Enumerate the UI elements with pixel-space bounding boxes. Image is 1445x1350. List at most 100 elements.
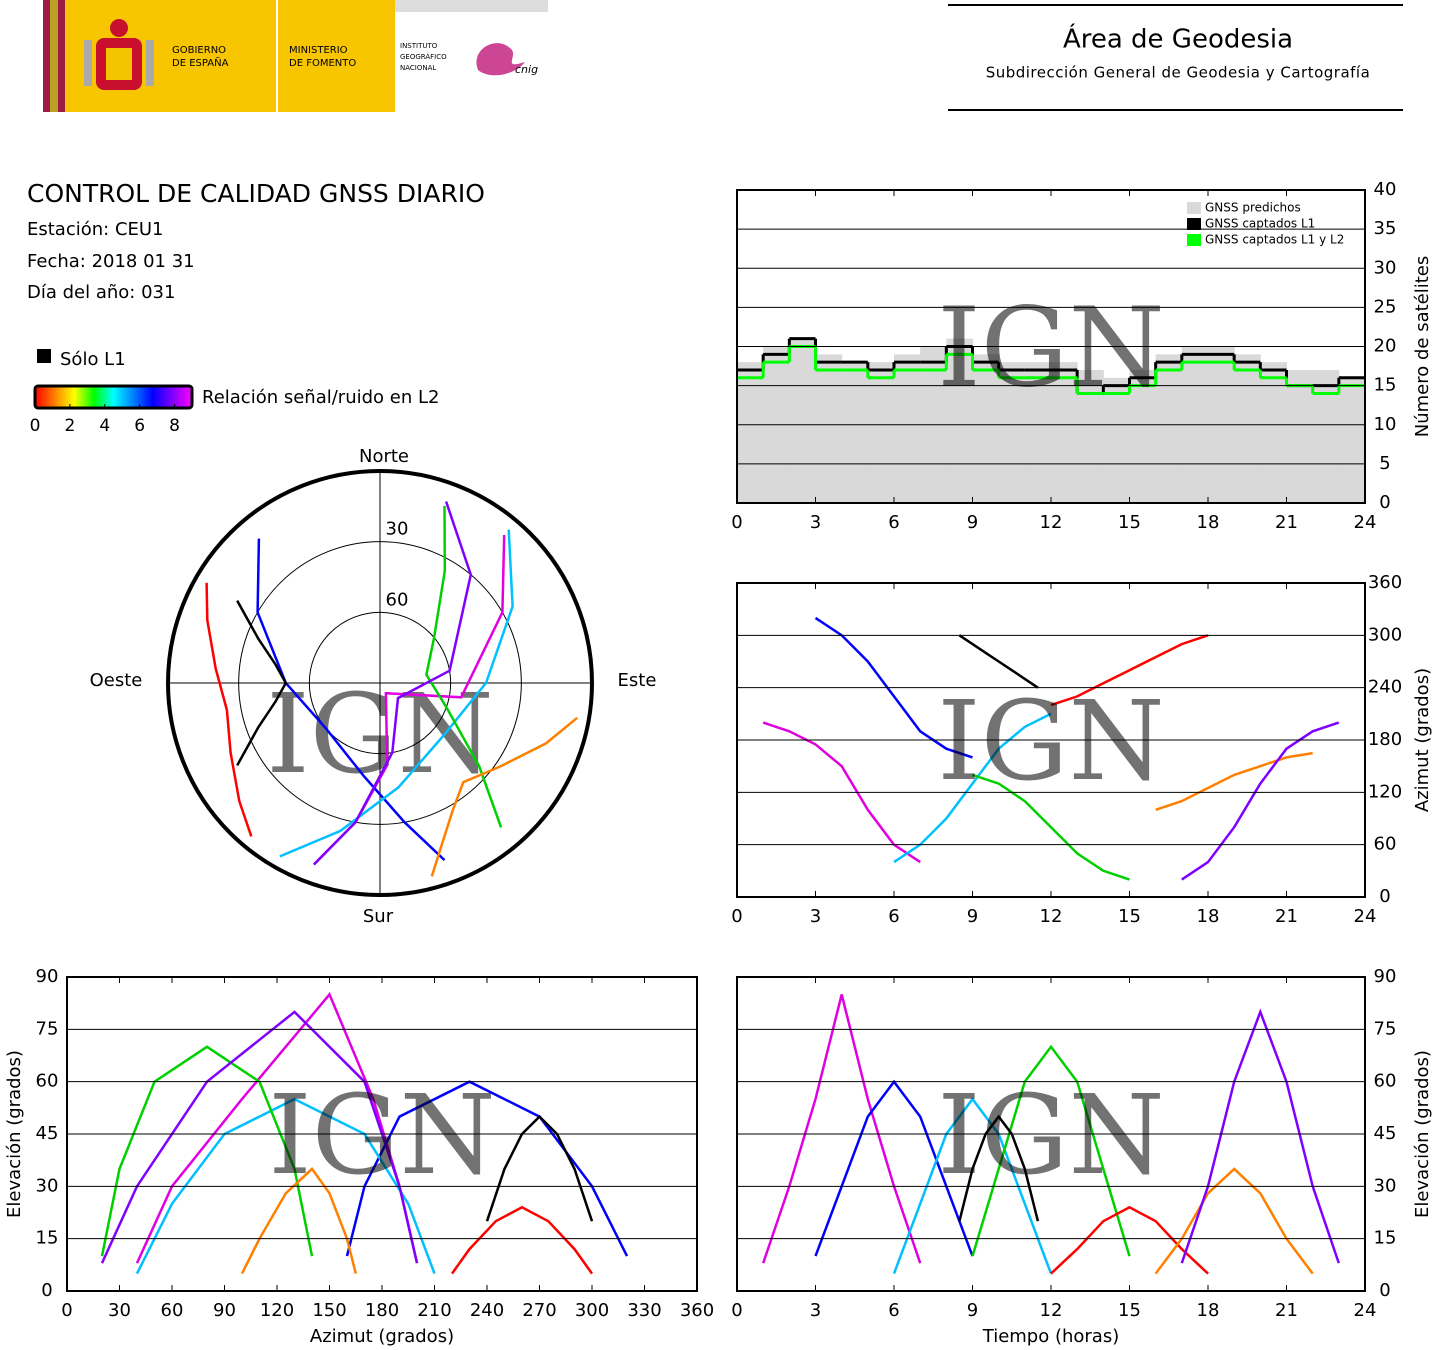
y-axis-label: Número de satélites (1412, 256, 1433, 438)
legend-label: GNSS captados L1 (1205, 217, 1315, 231)
colorbar-tick-label: 6 (134, 416, 145, 436)
colorbar-tick-label: 0 (30, 416, 41, 436)
y-tick-label: 10 (1374, 414, 1397, 435)
y-tick-label: 90 (1374, 966, 1397, 987)
date: Fecha: 2018 01 31 (27, 251, 195, 272)
watermark: IGN (937, 1071, 1165, 1199)
y-tick-label: 15 (1374, 375, 1397, 396)
direction-label: Norte (359, 446, 409, 467)
cnig-text: cnig (515, 63, 538, 76)
government-line: DE ESPAÑA (172, 56, 229, 69)
ring-label: 60 (386, 589, 409, 610)
satellite-track (135, 1097, 436, 1275)
satellite-track (450, 1205, 594, 1275)
plot-marks (762, 616, 1340, 881)
predicted-bar (815, 354, 843, 503)
predicted-bar (1286, 369, 1314, 503)
y-tick-label: 60 (36, 1071, 59, 1092)
subdirectorate: Subdirección General de Geodesia y Carto… (986, 64, 1371, 82)
y-tick-label: 5 (1379, 453, 1390, 474)
institute-bar (395, 0, 548, 12)
x-tick-label: 360 (680, 1300, 714, 1321)
y-tick-label: 30 (1374, 257, 1397, 278)
x-tick-label: 15 (1118, 512, 1141, 533)
satellite-track (958, 634, 1039, 689)
y-tick-label: 0 (41, 1280, 52, 1301)
flag-stripe (50, 0, 58, 112)
elevation-ring (308, 611, 452, 755)
station: Estación: CEU1 (27, 219, 164, 240)
chart: IGN 0 15 30 45 60 75 90 0 3 6 9 12 15 18 21 24 Tiempo (ho… (731, 966, 1433, 1347)
legend-swatch (1187, 218, 1201, 230)
x-tick-label: 0 (731, 906, 742, 927)
y-tick-label: 60 (1374, 1071, 1397, 1092)
x-tick-label: 3 (810, 906, 821, 927)
legend-label: GNSS predichos (1205, 201, 1301, 215)
x-tick-label: 90 (213, 1300, 236, 1321)
satellite-track (485, 1114, 594, 1222)
plot-frame (736, 976, 1366, 1292)
satellite-track (971, 1044, 1131, 1257)
institute-line: INSTITUTO (400, 42, 438, 50)
y-tick-label: 45 (36, 1123, 59, 1144)
satellite-track (1050, 634, 1209, 707)
x-tick-label: 21 (1275, 906, 1298, 927)
direction-label: Oeste (90, 670, 143, 691)
ring-label: 30 (386, 519, 409, 540)
legend-swatch (1187, 202, 1201, 214)
x-tick-label: 330 (627, 1300, 661, 1321)
y-tick-label: 75 (1374, 1018, 1397, 1039)
satellite-track (430, 716, 578, 877)
predicted-bar (789, 338, 816, 503)
y-tick-label: 40 (1374, 179, 1397, 200)
x-tick-label: 12 (1040, 1300, 1063, 1321)
plot-frame (66, 976, 698, 1292)
elevation-ring (238, 541, 522, 825)
y-tick-label: 300 (1368, 624, 1402, 645)
y-tick-label: 45 (1374, 1123, 1397, 1144)
x-tick-label: 270 (522, 1300, 556, 1321)
y-axis-label: Azimut (grados) (1412, 668, 1433, 812)
satellite-track (972, 773, 1130, 881)
x-tick-label: 3 (810, 1300, 821, 1321)
x-tick-label: 6 (888, 512, 899, 533)
institute-line: NACIONAL (400, 64, 436, 72)
predicted-bar (841, 362, 869, 503)
satellite-track (279, 529, 514, 858)
x-tick-label: 12 (1040, 906, 1063, 927)
x-tick-label: 18 (1197, 1300, 1220, 1321)
x-tick-label: 3 (810, 512, 821, 533)
predicted-bar (1338, 377, 1366, 503)
x-tick-label: 240 (470, 1300, 504, 1321)
satellite-track (425, 505, 503, 828)
satellite-track (1155, 751, 1313, 811)
x-axis-label: Azimut (grados) (310, 1326, 454, 1347)
satellite-track (100, 1045, 314, 1257)
satellite-track (256, 538, 446, 862)
satellite-track (958, 1114, 1040, 1222)
x-tick-label: 0 (61, 1300, 72, 1321)
legend-label: GNSS captados L1 y L2 (1205, 233, 1344, 247)
y-axis-label: Elevación (grados) (4, 1050, 25, 1218)
y-tick-label: 35 (1374, 218, 1397, 239)
plot-frame (736, 189, 1366, 504)
x-tick-label: 12 (1040, 512, 1063, 533)
predicted-bar (737, 362, 764, 503)
logo-block: GOBIERNO DE ESPAÑA MINISTERIO DE FOMENTO… (43, 0, 548, 112)
watermark: IGN (268, 1071, 496, 1199)
satellite-track (1050, 1205, 1209, 1275)
y-tick-label: 0 (1379, 1280, 1390, 1301)
satellite-track (313, 501, 473, 866)
x-tick-label: 0 (731, 512, 742, 533)
direction-label: Sur (363, 906, 394, 927)
x-tick-label: 18 (1197, 906, 1220, 927)
y-tick-label: 25 (1374, 296, 1397, 317)
x-tick-label: 150 (312, 1300, 346, 1321)
predicted-bar (1234, 354, 1261, 503)
y-tick-label: 240 (1368, 677, 1402, 698)
cnig-logo (476, 43, 525, 76)
y-tick-label: 180 (1368, 729, 1402, 750)
predicted-bar (1103, 377, 1130, 503)
y-tick-label: 60 (1374, 834, 1397, 855)
